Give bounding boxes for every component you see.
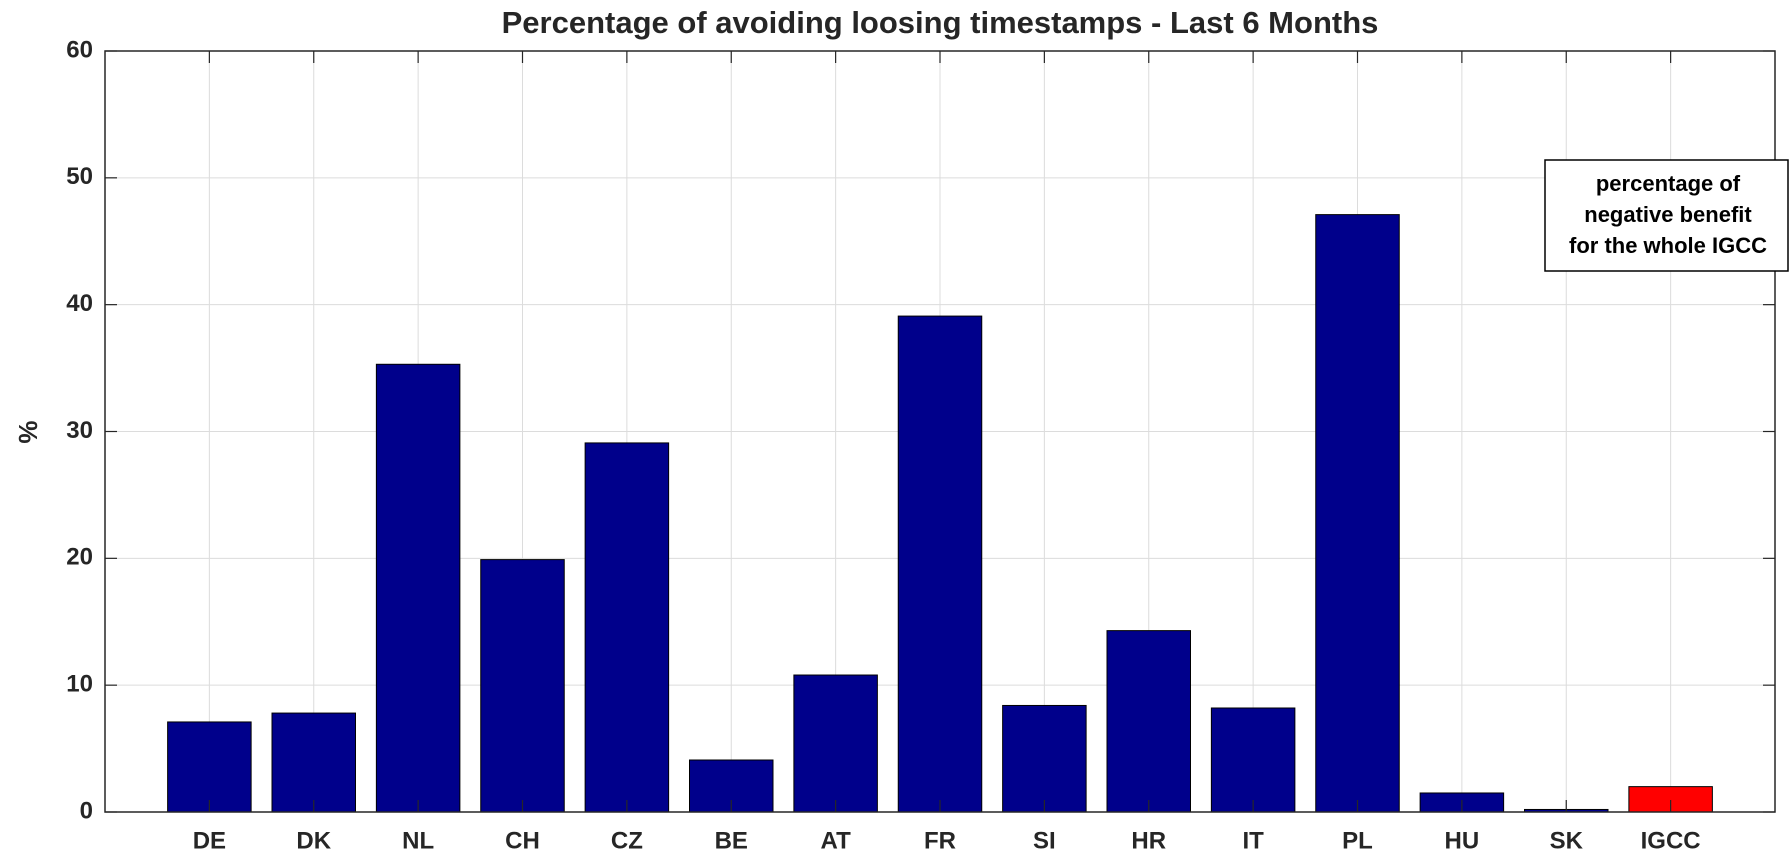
x-tick-label: SI: [1033, 827, 1056, 854]
y-axis-label: %: [13, 420, 43, 443]
x-tick-label: CZ: [611, 827, 643, 854]
x-tick-label: IGCC: [1641, 827, 1701, 854]
bar: [167, 721, 252, 813]
bar: [271, 712, 356, 813]
x-tick-label: SK: [1550, 827, 1584, 854]
y-tick-label: 10: [66, 671, 93, 698]
x-tick-label: DE: [193, 827, 226, 854]
y-tick-label: 60: [66, 36, 93, 63]
x-tick-label: AT: [821, 827, 852, 854]
annotation-text: negative benefit: [1584, 202, 1752, 227]
bar: [584, 442, 670, 813]
x-tick-label: HR: [1131, 827, 1166, 854]
x-tick-label: FR: [924, 827, 956, 854]
y-tick-label: 30: [66, 417, 93, 444]
bar: [793, 674, 878, 813]
bar: [1106, 630, 1191, 813]
axes-box: [104, 50, 1776, 813]
annotation-text: for the whole IGCC: [1569, 233, 1767, 258]
annotation-text: percentage of: [1596, 171, 1741, 196]
bar: [1002, 704, 1087, 813]
y-tick-label: 20: [66, 544, 93, 571]
annotation-box: [1544, 159, 1789, 272]
bar: [1315, 214, 1400, 813]
y-tick-label: 40: [66, 290, 93, 317]
y-tick-label: 50: [66, 163, 93, 190]
x-tick-label: NL: [402, 827, 434, 854]
bar: [1210, 707, 1296, 813]
bar: [480, 559, 565, 813]
bar: [897, 315, 983, 813]
chart-title: Percentage of avoiding loosing timestamp…: [502, 5, 1379, 40]
bar: [375, 363, 461, 813]
x-tick-label: CH: [505, 827, 540, 854]
y-tick-label: 0: [80, 797, 93, 824]
x-tick-label: HU: [1445, 827, 1480, 854]
x-tick-label: IT: [1242, 827, 1264, 854]
x-tick-label: DK: [296, 827, 331, 854]
x-tick-label: PL: [1342, 827, 1373, 854]
x-tick-label: BE: [715, 827, 748, 854]
